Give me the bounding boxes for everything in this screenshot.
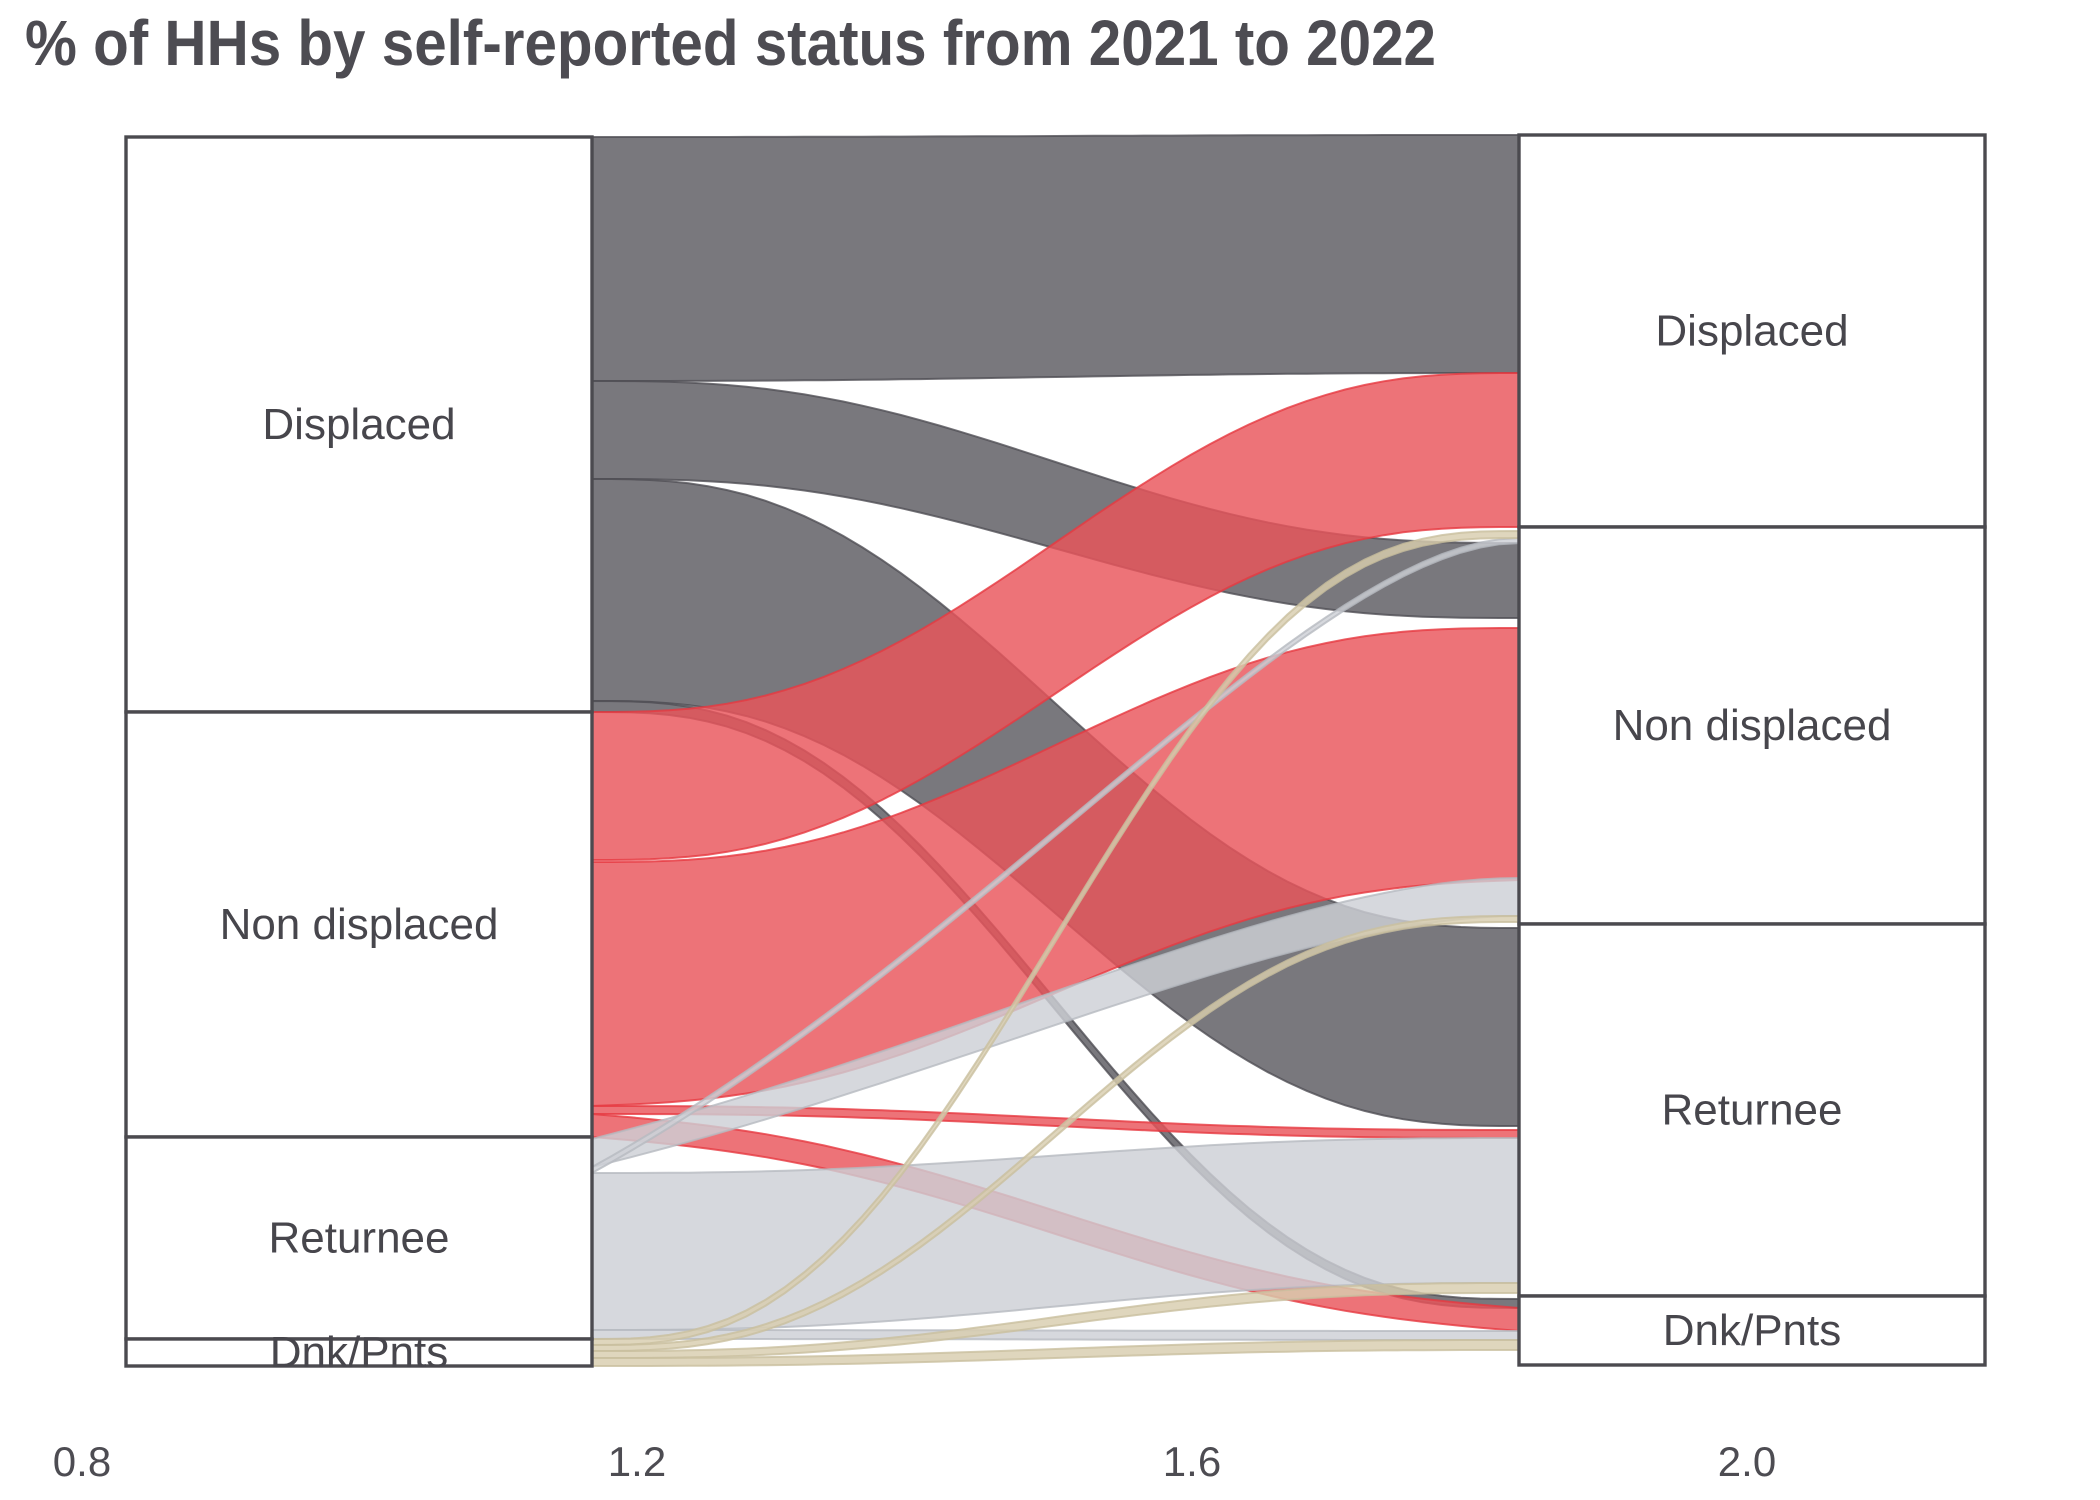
svg-text:1.6: 1.6	[1163, 1438, 1221, 1485]
svg-text:0.8: 0.8	[53, 1438, 111, 1485]
svg-text:Returnee: Returnee	[1661, 1086, 1842, 1135]
svg-text:Returnee: Returnee	[268, 1214, 449, 1263]
svg-text:Dnk/Pnts: Dnk/Pnts	[270, 1328, 449, 1377]
svg-text:Non displaced: Non displaced	[220, 900, 499, 949]
svg-text:Displaced: Displaced	[262, 400, 455, 449]
svg-text:2.0: 2.0	[1718, 1438, 1776, 1485]
svg-text:1.2: 1.2	[608, 1438, 666, 1485]
svg-text:Displaced: Displaced	[1655, 307, 1848, 356]
svg-text:Non displaced: Non displaced	[1613, 701, 1892, 750]
svg-text:Dnk/Pnts: Dnk/Pnts	[1663, 1306, 1842, 1355]
svg-text:% of HHs by self-reported stat: % of HHs by self-reported status from 20…	[25, 7, 1436, 79]
